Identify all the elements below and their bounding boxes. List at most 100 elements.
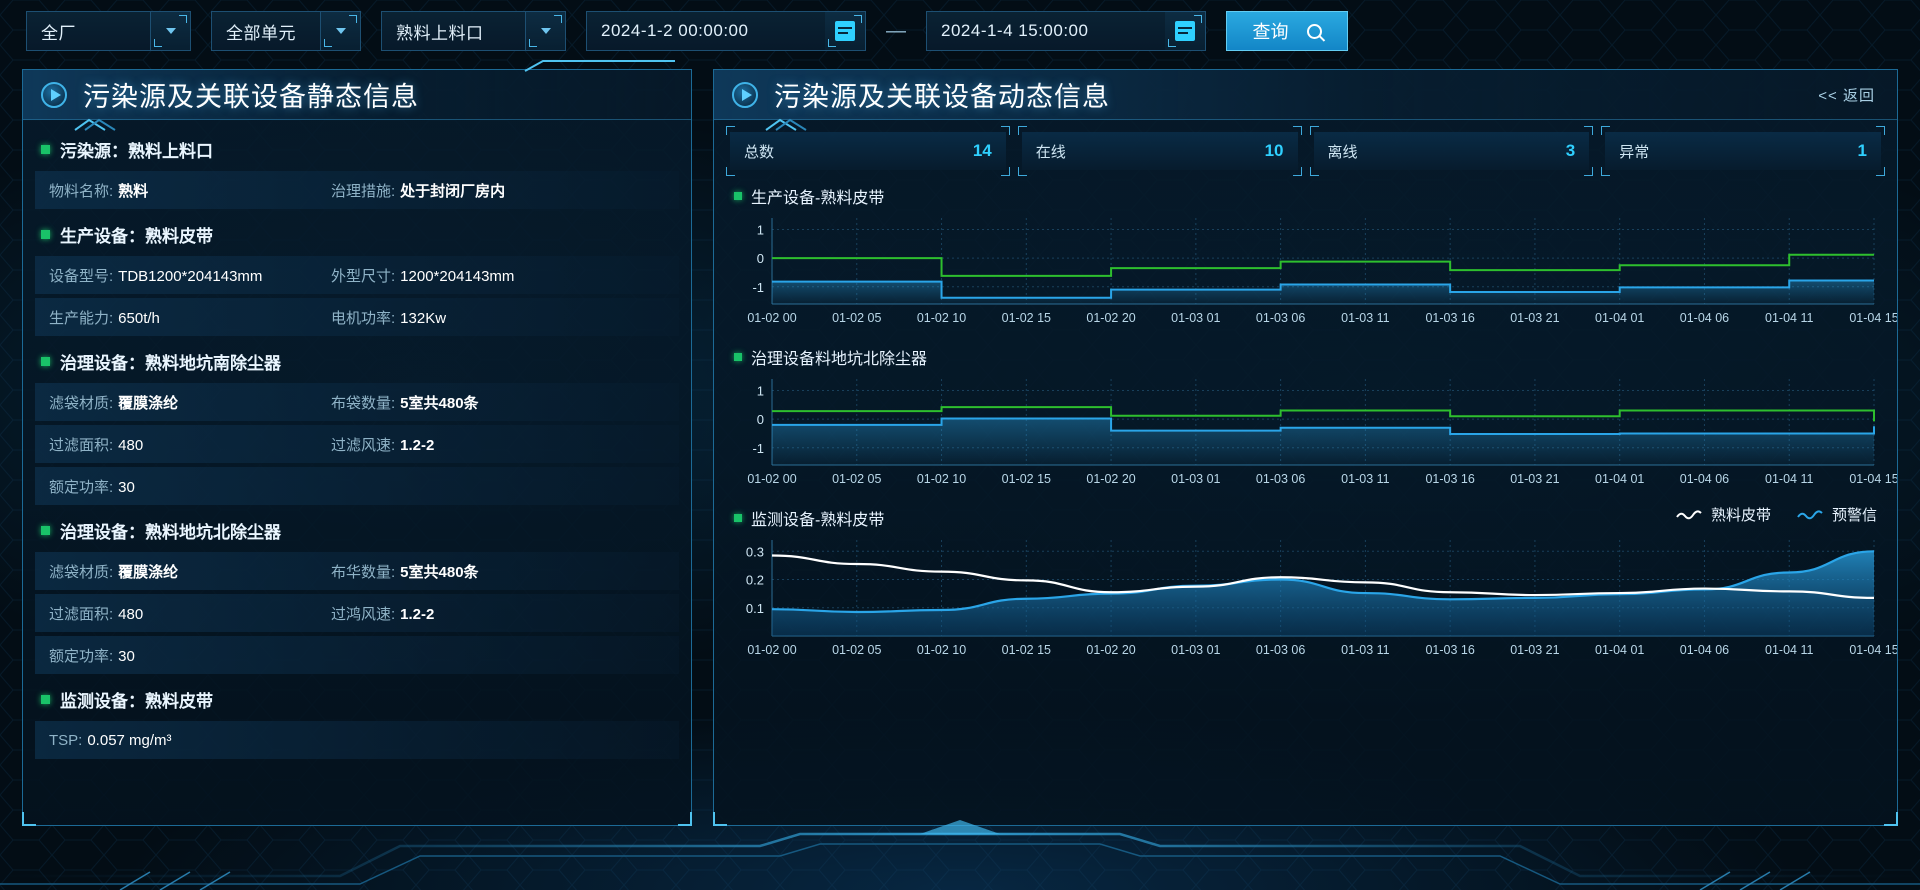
source-select-value: 熟料上料口 <box>396 23 484 43</box>
status-value: 1 <box>1857 141 1867 160</box>
legend-item-warning[interactable]: 预警信 <box>1797 504 1877 525</box>
field-cell: 过滤面积: 480 <box>49 434 331 455</box>
svg-text:01-02 15: 01-02 15 <box>1002 472 1051 486</box>
table-row: 过滤面积: 480 过鸿风速: 1.2-2 <box>35 594 679 632</box>
range-separator: — <box>886 19 906 42</box>
play-circle-icon <box>41 81 67 108</box>
svg-text:01-02 10: 01-02 10 <box>917 472 966 486</box>
wave-icon <box>1676 509 1702 519</box>
field-value: 1.2-2 <box>400 605 435 623</box>
field-cell: TSP: 0.057 mg/m³ <box>49 732 331 749</box>
table-row: 设备型号: TDB1200*204143mm 外型尺寸: 1200*204143mm <box>35 256 679 294</box>
svg-text:01-04 11: 01-04 11 <box>1765 472 1813 486</box>
table-row: 生产能力: 650t/h 电机功率: 132Kw <box>35 298 679 336</box>
calendar-icon[interactable] <box>825 12 865 50</box>
table-row: 物料名称: 熟料 治理措施: 处于封闭厂房内 <box>35 171 679 209</box>
plant-select[interactable]: 全厂 <box>26 11 191 51</box>
section-heading: 治理设备：熟料地坑南除尘器 <box>35 340 679 383</box>
status-badge-abnormal[interactable]: 异常 1 <box>1601 126 1885 176</box>
field-cell: 设备型号: TDB1200*204143mm <box>49 265 331 286</box>
field-value: 30 <box>118 478 135 496</box>
legend-item-belt[interactable]: 熟料皮带 <box>1676 504 1771 525</box>
field-value: 5室共480条 <box>400 563 479 581</box>
section-heading: 监测设备：熟料皮带 <box>35 678 679 721</box>
svg-text:01-02 00: 01-02 00 <box>747 472 796 486</box>
section-heading-label: 治理设备：熟料地坑北除尘器 <box>60 523 281 542</box>
field-key: 过滤风速: <box>331 436 396 454</box>
return-button[interactable]: << 返回 <box>1818 84 1875 105</box>
field-cell: 过滤风速: 1.2-2 <box>331 434 434 455</box>
calendar-icon[interactable] <box>1165 12 1205 50</box>
svg-text:01-03 01: 01-03 01 <box>1171 311 1220 325</box>
chart-title: 监测设备-熟料皮带 <box>730 500 1881 532</box>
field-cell: 外型尺寸: 1200*204143mm <box>331 265 514 286</box>
status-badge-online[interactable]: 在线 10 <box>1017 126 1302 176</box>
static-info-list: 污染源：熟料上料口 物料名称: 熟料 治理措施: 处于封闭厂房内 生产设备：熟料皮带… <box>23 120 691 825</box>
query-button[interactable]: 查询 <box>1226 11 1348 51</box>
svg-text:01-03 16: 01-03 16 <box>1425 643 1474 657</box>
svg-text:01-04 15: 01-04 15 <box>1849 472 1897 486</box>
svg-text:01-03 11: 01-03 11 <box>1341 643 1389 657</box>
status-badge-offline[interactable]: 离线 3 <box>1309 126 1594 176</box>
svg-text:01-03 16: 01-03 16 <box>1425 472 1474 486</box>
chevron-down-icon[interactable] <box>150 12 190 50</box>
return-button-label: 返回 <box>1842 87 1875 104</box>
field-value: 处于封闭厂房内 <box>400 182 506 200</box>
dynamic-info-panel-header: 污染源及关联设备动态信息 << 返回 <box>714 70 1897 131</box>
section-heading-label: 污染源：熟料上料口 <box>60 142 213 161</box>
svg-text:0.2: 0.2 <box>746 573 764 588</box>
svg-text:01-03 06: 01-03 06 <box>1256 472 1305 486</box>
chart-title-label: 治理设备料地坑北除尘器 <box>751 351 928 368</box>
svg-text:01-02 10: 01-02 10 <box>917 311 966 325</box>
query-button-label: 查询 <box>1252 22 1289 42</box>
field-key: 额定功率: <box>49 647 114 665</box>
field-key: 过滤面积: <box>49 436 114 454</box>
wave-icon <box>1797 509 1823 519</box>
svg-text:01-03 11: 01-03 11 <box>1341 472 1389 486</box>
svg-text:0.3: 0.3 <box>746 544 764 559</box>
unit-select-value: 全部单元 <box>226 23 296 43</box>
status-value: 3 <box>1565 141 1576 160</box>
svg-text:01-02 10: 01-02 10 <box>917 643 966 657</box>
field-value: 1200*204143mm <box>400 267 515 285</box>
svg-text:01-02 20: 01-02 20 <box>1086 311 1135 325</box>
chevron-down-icon[interactable] <box>525 12 565 50</box>
field-key: 滤袋材质: <box>49 394 114 412</box>
svg-text:01-04 15: 01-04 15 <box>1849 311 1897 325</box>
dynamic-info-body: 总数 14 在线 10 离线 3 异常 1 生产设备-熟 <box>714 120 1897 825</box>
field-cell: 滤袋材质: 覆膜涤纶 <box>49 392 331 413</box>
chevron-down-icon[interactable] <box>320 12 360 50</box>
source-select[interactable]: 熟料上料口 <box>381 11 566 51</box>
section-heading-label: 生产设备：熟料皮带 <box>60 227 213 246</box>
field-cell: 滤袋材质: 覆膜涤纶 <box>49 561 331 582</box>
field-value: 132Kw <box>400 309 447 327</box>
end-time-value: 2024-1-4 15:00:00 <box>941 21 1089 40</box>
step-chart-production[interactable]: 1 0 -1 01-02 00 01-02 05 01-02 10 01-02 15 01-0… <box>730 210 1897 330</box>
field-value: 覆膜涤纶 <box>118 394 179 412</box>
svg-text:1: 1 <box>757 222 764 237</box>
field-cell: 布华数量: 5室共480条 <box>331 561 479 582</box>
static-info-panel-header: 污染源及关联设备静态信息 <box>23 60 691 131</box>
area-chart-monitoring[interactable]: 0.3 0.2 0.1 01-02 00 01-02 05 01-02 10 01-02 1… <box>730 532 1897 662</box>
section-heading-label: 治理设备：熟料地坑南除尘器 <box>60 354 281 373</box>
table-row: 滤袋材质: 覆膜涤纶 布华数量: 5室共480条 <box>35 552 679 590</box>
field-key: 外型尺寸: <box>331 267 396 285</box>
field-value: TDB1200*204143mm <box>118 267 263 285</box>
step-chart-treatment[interactable]: 1 0 -1 01-02 00 01-02 05 01-02 10 01-02 15 01-0… <box>730 371 1897 491</box>
field-value: 0.057 mg/m³ <box>87 731 172 749</box>
status-label: 离线 <box>1327 143 1358 161</box>
end-time-input[interactable]: 2024-1-4 15:00:00 <box>926 11 1206 51</box>
unit-select[interactable]: 全部单元 <box>211 11 361 51</box>
field-key: 生产能力: <box>49 309 114 327</box>
start-time-input[interactable]: 2024-1-2 00:00:00 <box>586 11 866 51</box>
dynamic-info-panel: 污染源及关联设备动态信息 << 返回 总数 14 在线 10 离线 3 <box>713 69 1898 826</box>
status-badge-total[interactable]: 总数 14 <box>726 126 1010 176</box>
field-value: 1.2-2 <box>400 436 435 454</box>
svg-text:01-04 01: 01-04 01 <box>1595 472 1644 486</box>
svg-text:1: 1 <box>757 383 764 398</box>
field-key: 治理措施: <box>331 182 396 200</box>
svg-text:01-04 06: 01-04 06 <box>1680 472 1729 486</box>
field-cell: 电机功率: 132Kw <box>331 307 446 328</box>
status-label: 在线 <box>1035 143 1066 161</box>
static-info-panel-title: 污染源及关联设备静态信息 <box>83 82 419 112</box>
